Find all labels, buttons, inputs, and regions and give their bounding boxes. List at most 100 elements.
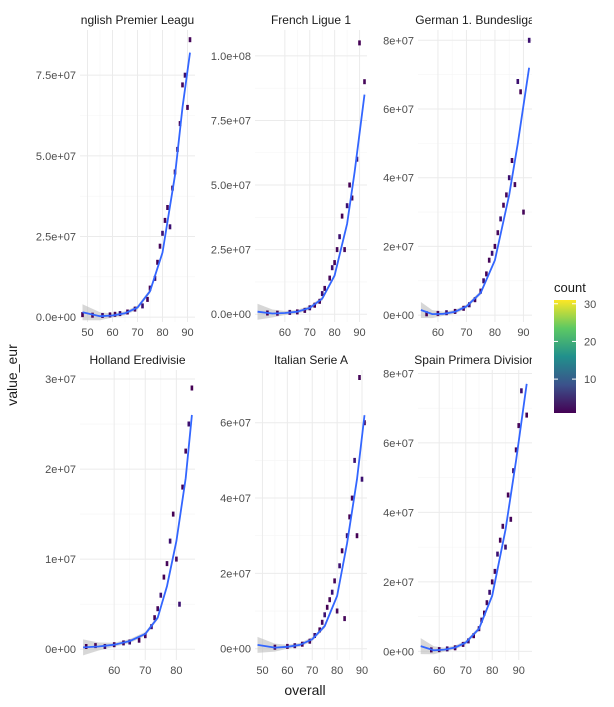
x-tick-label: 60 — [106, 327, 118, 339]
facet-strip-label: French Ligue 1 — [271, 13, 351, 27]
y-tick-label: 5.0e+07 — [36, 151, 76, 163]
y-tick-label: 6e+07 — [383, 104, 414, 116]
x-tick-label: 60 — [281, 665, 293, 677]
heatmap-cell — [320, 619, 324, 625]
heatmap-cell — [519, 89, 522, 95]
y-tick-label: 4e+07 — [220, 493, 251, 505]
heatmap-cell — [162, 574, 166, 580]
x-tick-label: 70 — [306, 665, 318, 677]
heatmap-cell — [323, 612, 326, 618]
heatmap-cell — [513, 182, 517, 188]
heatmap-cell — [181, 82, 184, 88]
facet-panel: 60 70 80 0e+00 1e+07 2e+07 3e+07 Holland Erediv… — [45, 353, 195, 677]
heatmap-cell — [487, 257, 491, 263]
y-tick-label: 0.0e+00 — [211, 309, 251, 321]
heatmap-cell — [171, 511, 175, 517]
x-tick-label: 80 — [331, 665, 343, 677]
heatmap-cell — [522, 209, 525, 215]
heatmap-cell — [363, 79, 366, 85]
x-tick-label: 60 — [432, 327, 444, 339]
heatmap-cell — [504, 544, 507, 550]
heatmap-cell — [156, 606, 159, 612]
heatmap-cell — [190, 385, 194, 391]
heatmap-cell — [165, 561, 169, 567]
y-tick-label: 5.0e+07 — [211, 180, 251, 192]
heatmap-cell — [303, 307, 307, 313]
x-tick-label: 70 — [304, 327, 316, 339]
y-tick-label: 0e+00 — [383, 646, 414, 658]
heatmap-cell — [318, 627, 321, 633]
heatmap-cell — [148, 285, 152, 291]
heatmap-cell — [163, 217, 167, 223]
legend: count 10 20 30 — [554, 280, 596, 413]
y-tick-label: 8e+07 — [383, 368, 414, 380]
heatmap-cell — [501, 523, 505, 529]
y-tick-label: 7.5e+07 — [36, 70, 76, 82]
facet-strip-label: German 1. Bundesliga — [415, 13, 535, 27]
heatmap-cell — [330, 265, 334, 271]
y-tick-label: 3e+07 — [45, 374, 76, 386]
x-tick-label: 80 — [156, 327, 168, 339]
heatmap-cell — [348, 514, 351, 520]
facet-panels: 50 60 70 80 90 0.0e+00 2.5e+07 5.0e+07 7.5e+07 ng… — [36, 13, 535, 677]
x-tick-label: 80 — [329, 327, 341, 339]
y-tick-label: 1e+07 — [45, 554, 76, 566]
y-tick-label: 8e+07 — [383, 35, 414, 47]
x-tick-label: 70 — [139, 665, 151, 677]
x-tick-label: 80 — [486, 665, 498, 677]
facet-panel: 50 60 70 80 90 0e+00 2e+07 4e+07 6e+07 Italian Se… — [220, 353, 368, 677]
heatmap-cell — [345, 533, 349, 539]
y-tick-label: 2.5e+07 — [211, 245, 251, 257]
legend-tick-label: 20 — [584, 336, 596, 348]
smooth-confidence-band — [257, 92, 365, 320]
heatmap-cell — [168, 224, 172, 230]
heatmap-cell — [505, 192, 508, 198]
legend-title: count — [554, 280, 586, 295]
x-tick-label: 90 — [353, 327, 365, 339]
heatmap-cell — [175, 556, 178, 562]
smooth-trend-line — [257, 415, 366, 649]
heatmap-cell — [335, 247, 339, 253]
heatmap-cell — [333, 260, 336, 266]
y-tick-label: 1.0e+08 — [211, 51, 251, 63]
x-tick-label: 80 — [170, 665, 182, 677]
heatmap-cell — [328, 597, 331, 603]
heatmap-cell — [517, 423, 520, 429]
heatmap-cell — [358, 40, 361, 46]
y-tick-label: 2e+07 — [45, 464, 76, 476]
heatmap-cell — [184, 448, 187, 454]
y-tick-label: 2e+07 — [383, 241, 414, 253]
heatmap-cell — [188, 37, 192, 43]
heatmap-cell — [506, 492, 510, 498]
x-tick-label: 60 — [279, 327, 291, 339]
y-tick-label: 6e+07 — [383, 438, 414, 450]
heatmap-cell — [350, 195, 354, 201]
heatmap-cell — [330, 589, 334, 595]
heatmap-cell — [94, 643, 97, 649]
x-tick-label: 90 — [356, 665, 368, 677]
facet-panel: 50 60 70 80 90 0.0e+00 2.5e+07 5.0e+07 7.5e+07 ng… — [36, 13, 195, 339]
y-tick-label: 0e+00 — [383, 310, 414, 322]
heatmap-cell — [482, 278, 485, 284]
heatmap-cell — [325, 604, 329, 610]
x-tick-label: 50 — [81, 327, 93, 339]
y-tick-label: 6e+07 — [220, 418, 251, 430]
heatmap-cell — [159, 592, 163, 598]
heatmap-cell — [490, 579, 494, 585]
heatmap-cell — [187, 421, 191, 427]
heatmap-cell — [510, 158, 514, 163]
heatmap-cell — [355, 533, 359, 539]
heatmap-cell — [496, 230, 500, 236]
heatmap-cell — [168, 538, 172, 544]
heatmap-cell — [348, 182, 351, 188]
y-tick-label: 2e+07 — [383, 577, 414, 589]
y-axis-title: value_eur — [4, 344, 20, 406]
heatmap-cell — [320, 291, 324, 297]
heatmap-cell — [516, 79, 520, 84]
y-tick-label: 4e+07 — [383, 507, 414, 519]
heatmap-cell — [156, 259, 159, 265]
heatmap-cell — [323, 285, 326, 291]
heatmap-cell — [166, 205, 169, 210]
heatmap-cell — [509, 516, 513, 522]
